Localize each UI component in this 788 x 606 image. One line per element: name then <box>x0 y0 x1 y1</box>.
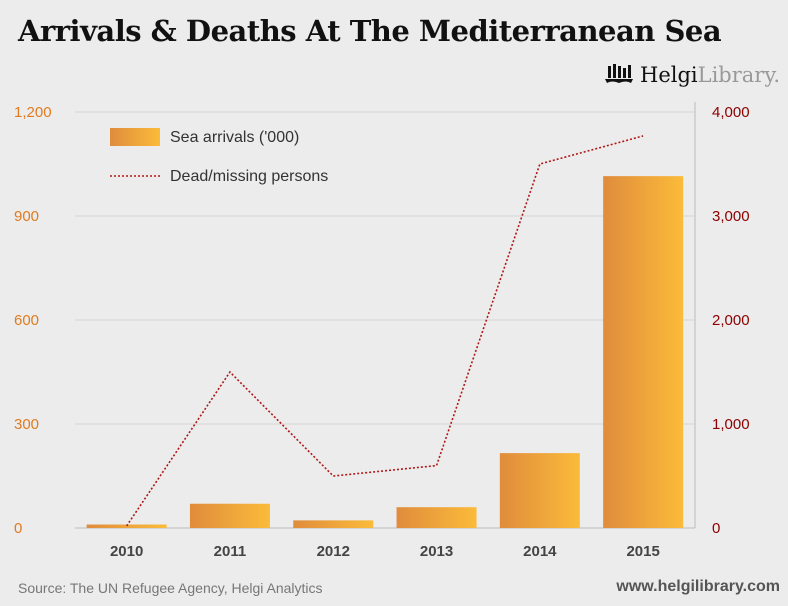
logo-brand: Helgi <box>640 63 698 87</box>
x-axis-tick-label: 2011 <box>214 543 247 560</box>
x-axis-tick-label: 2012 <box>317 543 350 560</box>
legend: Sea arrivals ('000) Dead/missing persons <box>110 128 328 185</box>
right-axis-tick-label: 3,000 <box>712 208 750 225</box>
x-axis-tick-label: 2015 <box>626 543 659 560</box>
bar-2014 <box>499 453 580 528</box>
deaths-line <box>125 135 644 527</box>
bar-2013 <box>396 507 477 528</box>
bar-2015 <box>603 176 684 528</box>
left-axis-tick-label: 600 <box>14 312 39 329</box>
legend-bar-swatch <box>110 128 160 146</box>
bar-2012 <box>293 520 374 528</box>
left-axis-tick-label: 0 <box>14 520 22 537</box>
x-axis-tick-label: 2013 <box>420 543 453 560</box>
legend-label-arrivals: Sea arrivals ('000) <box>170 129 299 146</box>
bar-2011 <box>189 503 270 528</box>
right-axis-tick-label: 2,000 <box>712 312 750 329</box>
x-axis-tick-label: 2010 <box>110 543 143 560</box>
left-axis-tick-label: 1,200 <box>14 104 52 121</box>
helgi-library-logo: Helgi Library. <box>604 62 780 88</box>
website-url: www.helgilibrary.com <box>616 578 780 595</box>
bar-2010 <box>86 524 167 528</box>
library-logo-icon <box>605 64 633 83</box>
x-axis-tick-label: 2014 <box>523 543 557 560</box>
right-axis-tick-label: 4,000 <box>712 104 750 121</box>
right-axis-tick-label: 0 <box>712 520 720 537</box>
left-axis-tick-label: 900 <box>14 208 39 225</box>
chart-title: Arrivals & Deaths At The Mediterranean S… <box>18 14 722 48</box>
legend-label-deaths: Dead/missing persons <box>170 168 328 185</box>
right-axis-tick-label: 1,000 <box>712 416 750 433</box>
source-note: Source: The UN Refugee Agency, Helgi Ana… <box>18 580 323 596</box>
left-axis-tick-label: 300 <box>14 416 39 433</box>
logo-suffix: Library. <box>697 63 781 87</box>
